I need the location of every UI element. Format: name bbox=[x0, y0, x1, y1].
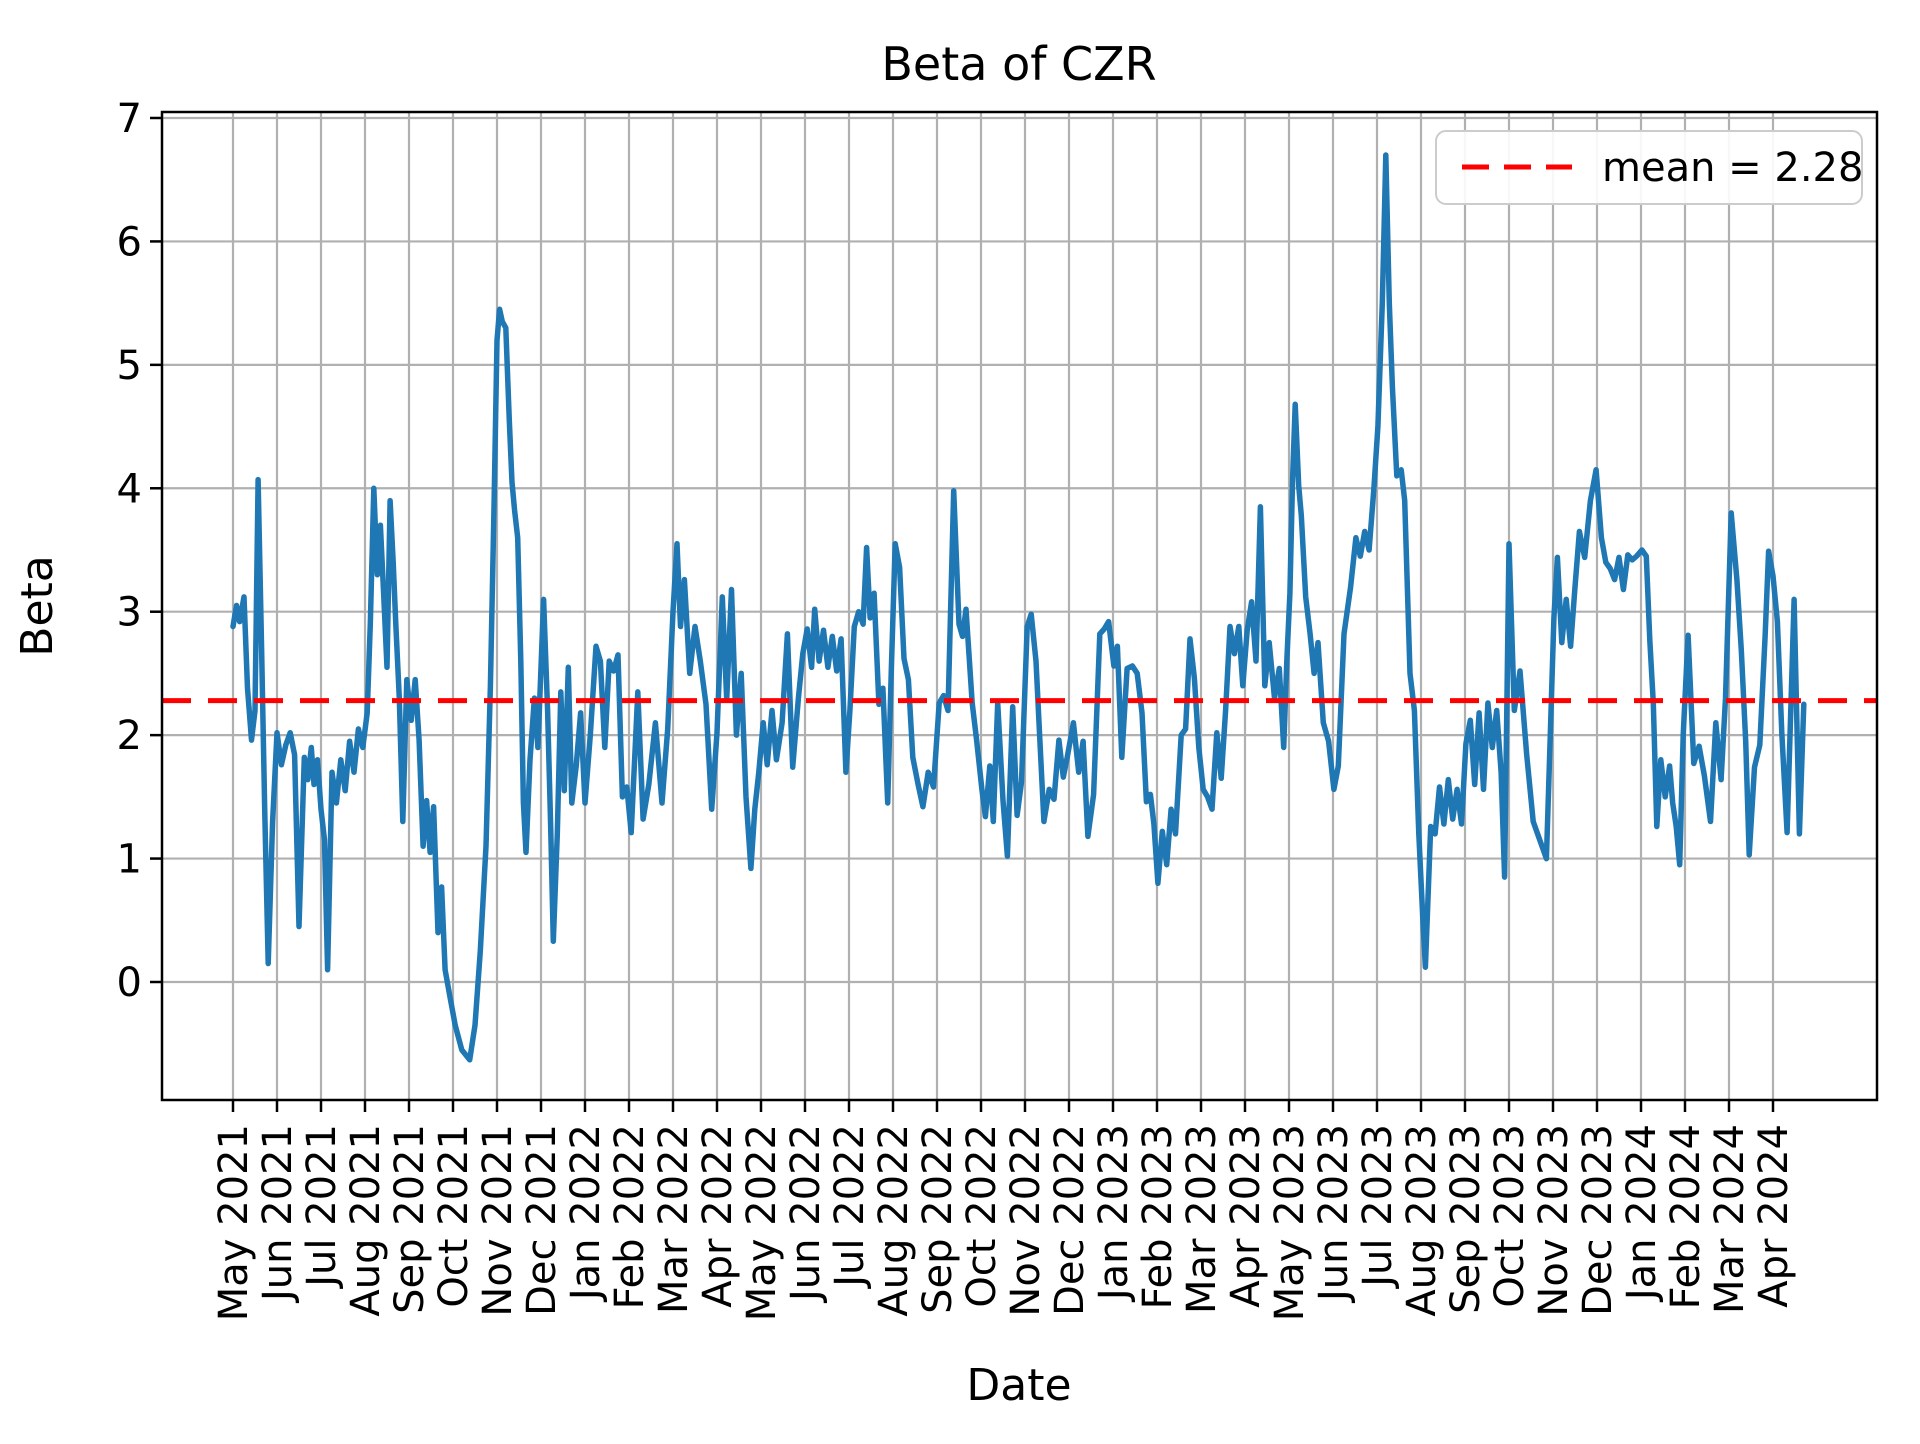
x-tick-label: Jul 2021 bbox=[299, 1124, 345, 1290]
chart-title: Beta of CZR bbox=[881, 37, 1156, 91]
y-axis-label: Beta bbox=[12, 555, 63, 656]
x-tick-label: Aug 2022 bbox=[871, 1124, 917, 1317]
x-tick-label: Dec 2021 bbox=[519, 1124, 565, 1316]
plot-border bbox=[160, 110, 1879, 1102]
y-tick-label: 6 bbox=[117, 219, 142, 265]
x-tick-label: May 2023 bbox=[1267, 1124, 1313, 1321]
x-tick-label: Sep 2023 bbox=[1443, 1124, 1489, 1314]
series-line bbox=[230, 152, 1807, 1063]
x-tick-label: Jun 2022 bbox=[783, 1124, 829, 1304]
legend-box bbox=[1435, 130, 1863, 205]
x-tick-label: Sep 2022 bbox=[915, 1124, 961, 1314]
x-tick-label: Mar 2023 bbox=[1179, 1124, 1225, 1314]
y-tick-label: 1 bbox=[117, 837, 142, 883]
y-tick-label: 0 bbox=[117, 960, 142, 1006]
y-tick-label: 2 bbox=[117, 713, 142, 759]
x-tick-label: Aug 2021 bbox=[343, 1124, 389, 1317]
x-tick-label: Apr 2022 bbox=[695, 1124, 741, 1308]
x-tick-label: Apr 2024 bbox=[1751, 1124, 1797, 1308]
y-tick-label: 5 bbox=[117, 343, 142, 389]
x-tick-label: May 2021 bbox=[211, 1124, 257, 1321]
x-tick-label: Oct 2021 bbox=[431, 1124, 477, 1308]
x-tick-label: Jan 2024 bbox=[1619, 1124, 1665, 1303]
x-tick-label: Jun 2021 bbox=[255, 1124, 301, 1304]
x-tick-label: Oct 2022 bbox=[959, 1124, 1005, 1308]
x-tick-label: Mar 2024 bbox=[1707, 1124, 1753, 1314]
x-tick-label: Mar 2022 bbox=[651, 1124, 697, 1314]
x-tick-label: Jul 2022 bbox=[827, 1124, 873, 1290]
x-tick-label: Nov 2023 bbox=[1531, 1124, 1577, 1317]
x-tick-label: Nov 2021 bbox=[475, 1124, 521, 1317]
x-tick-label: Sep 2021 bbox=[387, 1124, 433, 1314]
y-tick-label: 4 bbox=[117, 466, 142, 512]
legend: mean = 2.28 bbox=[1435, 130, 1863, 205]
axes-spines bbox=[160, 110, 1879, 1102]
x-tick-label: Apr 2023 bbox=[1223, 1124, 1269, 1308]
x-tick-label: Jun 2023 bbox=[1311, 1124, 1357, 1304]
x-axis-label: Date bbox=[966, 1360, 1071, 1411]
y-tick-label: 3 bbox=[117, 590, 142, 636]
x-tick-label: Aug 2023 bbox=[1399, 1124, 1445, 1317]
x-tick-label: Oct 2023 bbox=[1487, 1124, 1533, 1308]
grid bbox=[162, 112, 1877, 1100]
beta-series-path bbox=[230, 152, 1807, 1063]
legend-label: mean = 2.28 bbox=[1602, 145, 1863, 191]
x-tick-label: May 2022 bbox=[739, 1124, 785, 1321]
x-tick-label: Jan 2023 bbox=[1091, 1124, 1137, 1303]
x-tick-label: Dec 2022 bbox=[1047, 1124, 1093, 1316]
x-tick-label: Feb 2023 bbox=[1135, 1124, 1181, 1309]
x-tick-label: Feb 2024 bbox=[1663, 1124, 1709, 1309]
x-tick-label: Jan 2022 bbox=[563, 1124, 609, 1303]
x-tick-label: Feb 2022 bbox=[607, 1124, 653, 1309]
x-tick-label: Nov 2022 bbox=[1003, 1124, 1049, 1317]
y-tick-label: 7 bbox=[117, 96, 142, 142]
x-tick-label: Dec 2023 bbox=[1575, 1124, 1621, 1316]
x-tick-label: Jul 2023 bbox=[1355, 1124, 1401, 1290]
